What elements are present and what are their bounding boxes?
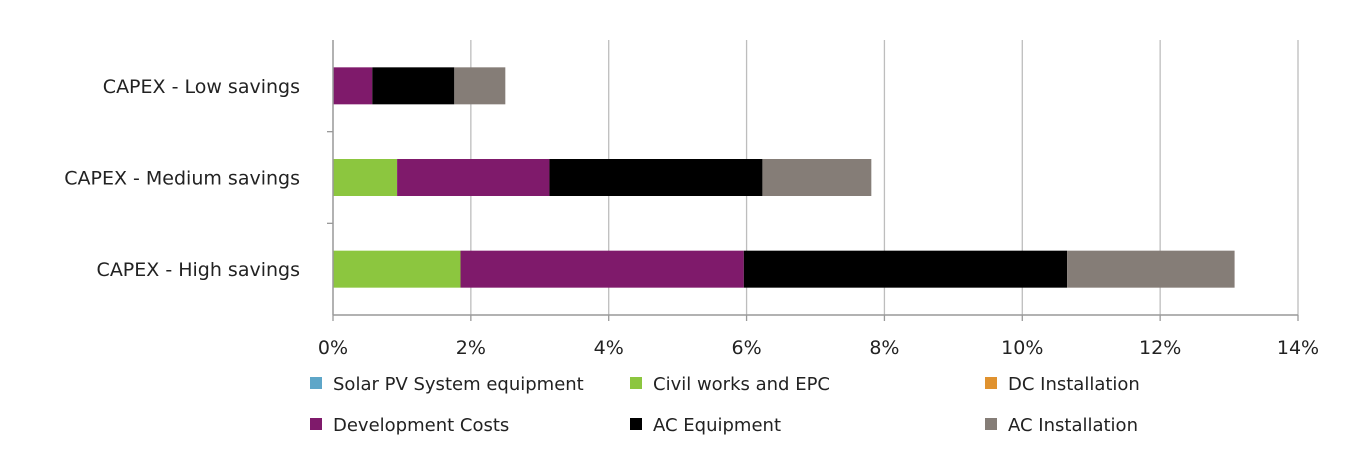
bar-segment-civil-works-and-epc [333,159,398,196]
category-label: CAPEX - Low savings [103,76,300,98]
bar-segment-development-costs [460,250,744,288]
category-labels: CAPEX - Low savings CAPEX - Medium saving… [64,76,300,281]
x-tick-label: 0% [318,337,348,359]
bar-segment-ac-installation [1067,250,1235,288]
category-label: CAPEX - Medium savings [64,168,300,190]
axes [327,40,1299,321]
bar-segment-ac-installation [762,159,872,196]
bar-segment-civil-works-and-epc [333,250,461,288]
legend-label: AC Installation [1008,415,1138,436]
bar-segment-ac-equipment [743,250,1068,288]
x-tick-label: 2% [456,337,486,359]
bar-segment-ac-equipment [549,159,763,196]
legend-label: Development Costs [333,415,509,436]
bar-segment-ac-installation [454,67,506,105]
bars [333,67,1235,288]
bar-segment-development-costs [333,67,373,105]
legend-swatch [985,377,997,389]
x-tick-label: 6% [731,337,761,359]
bar-segment-development-costs [397,159,550,196]
legend-swatch [310,377,322,389]
x-tick-label: 8% [869,337,899,359]
legend-label: Solar PV System equipment [333,374,584,395]
x-tick-label: 14% [1277,337,1319,359]
bar-segment-ac-equipment [372,67,455,105]
x-tick-label: 12% [1139,337,1181,359]
x-tick-label: 10% [1001,337,1043,359]
legend-swatch [310,418,322,430]
category-label: CAPEX - High savings [97,259,300,281]
legend-swatch [985,418,997,430]
legend-swatch [630,377,642,389]
legend-label: DC Installation [1008,374,1140,395]
legend: Solar PV System equipment Civil works and… [310,374,1140,436]
legend-label: Civil works and EPC [653,374,830,395]
x-tick-labels: 0% 2% 4% 6% 8% 10% 12% 14% [318,337,1319,359]
x-tick-label: 4% [594,337,624,359]
legend-label: AC Equipment [653,415,781,436]
legend-swatch [630,418,642,430]
